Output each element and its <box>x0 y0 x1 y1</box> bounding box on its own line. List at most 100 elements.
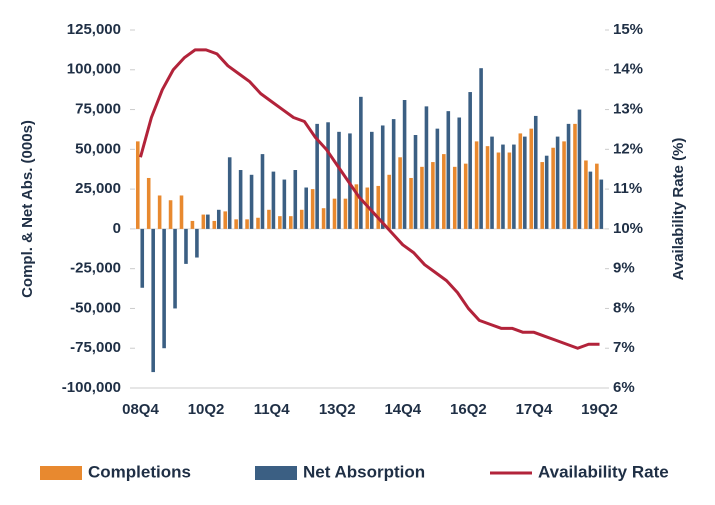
y2-tick-label: 10% <box>613 220 643 237</box>
y2-tick-label: 7% <box>613 339 635 356</box>
bar <box>446 111 451 229</box>
bar <box>468 92 472 229</box>
bar <box>256 217 260 229</box>
y-tick-label: -50,000 <box>70 299 121 316</box>
bar <box>234 219 238 229</box>
y-tick-label: 50,000 <box>75 140 121 157</box>
legend-label: Availability Rate <box>538 462 669 481</box>
bar <box>195 228 199 258</box>
bar <box>424 106 429 229</box>
x-tick-label: 17Q4 <box>516 401 553 418</box>
bar <box>332 198 337 229</box>
bar <box>391 119 396 229</box>
bar <box>359 96 363 229</box>
bar <box>354 184 359 229</box>
bar <box>304 187 309 229</box>
bar <box>479 68 483 229</box>
bar <box>212 220 217 229</box>
bar <box>501 144 505 229</box>
bar <box>321 208 326 229</box>
y2-tick-label: 8% <box>613 299 635 316</box>
bar <box>490 136 494 229</box>
x-tick-label: 08Q4 <box>122 401 159 418</box>
bar <box>413 135 418 229</box>
y2-tick-label: 12% <box>613 140 643 157</box>
bar <box>151 228 155 373</box>
bar <box>409 177 413 229</box>
y-tick-label: -75,000 <box>70 339 121 356</box>
y-tick-label: 100,000 <box>67 61 121 78</box>
bar <box>555 136 560 229</box>
bar <box>573 123 577 229</box>
bar <box>282 179 287 229</box>
bar <box>380 125 385 229</box>
bar <box>588 171 593 229</box>
bar <box>507 152 512 229</box>
line <box>139 48 600 350</box>
bar <box>146 177 151 229</box>
bar <box>173 228 177 309</box>
bar <box>249 174 254 229</box>
bar <box>168 200 173 229</box>
bar <box>184 228 188 264</box>
bar <box>540 162 544 229</box>
bar <box>562 141 566 229</box>
y2-tick-label: 6% <box>613 379 635 396</box>
legend-label: Net Absorption <box>303 462 425 481</box>
bar <box>566 123 571 229</box>
y-tick-label: 125,000 <box>67 21 121 38</box>
bar <box>595 163 599 229</box>
bar <box>267 209 271 229</box>
bar <box>326 122 330 229</box>
bar <box>420 166 424 229</box>
x-tick-label: 10Q2 <box>188 401 225 418</box>
bar <box>140 228 145 288</box>
bar <box>474 141 479 229</box>
bar <box>402 100 407 229</box>
x-tick-label: 14Q4 <box>384 401 421 418</box>
bar <box>584 160 588 229</box>
x-tick-label: 16Q2 <box>450 401 487 418</box>
y2-tick-label: 11% <box>613 180 642 197</box>
y2-axis-label: Availability Rate (%) <box>670 138 687 281</box>
y-axis-label: Compl. & Net Abs. (000s) <box>19 120 36 298</box>
bar <box>343 198 348 229</box>
bar <box>551 147 555 229</box>
bar <box>227 157 232 229</box>
bar <box>599 179 604 229</box>
bar <box>523 136 527 229</box>
bar <box>518 133 523 229</box>
bar <box>431 162 435 229</box>
bar <box>398 157 402 229</box>
y2-tick-label: 14% <box>613 61 643 78</box>
bar <box>577 109 582 229</box>
bar <box>387 174 391 229</box>
bar <box>376 185 381 229</box>
bar <box>496 152 501 229</box>
bar <box>238 170 243 229</box>
bar <box>435 128 440 229</box>
bar <box>162 228 166 349</box>
bar <box>337 131 341 229</box>
bar <box>289 216 293 229</box>
bar <box>299 209 304 229</box>
bar <box>278 216 282 229</box>
y2-tick-label: 15% <box>613 21 643 38</box>
bar <box>190 220 195 229</box>
y2-tick-label: 13% <box>613 101 643 118</box>
bar <box>157 195 162 229</box>
bar <box>512 144 516 229</box>
bar <box>179 195 184 229</box>
y-tick-label: -100,000 <box>62 379 121 396</box>
bar <box>206 214 210 229</box>
x-tick-label: 19Q2 <box>581 401 618 418</box>
bar <box>216 209 221 229</box>
bar <box>293 170 298 229</box>
bar <box>135 141 140 229</box>
bar <box>463 163 468 229</box>
y-tick-label: 0 <box>113 220 121 237</box>
y-tick-label: -25,000 <box>70 260 121 277</box>
bar <box>223 211 228 229</box>
bar <box>442 154 446 229</box>
